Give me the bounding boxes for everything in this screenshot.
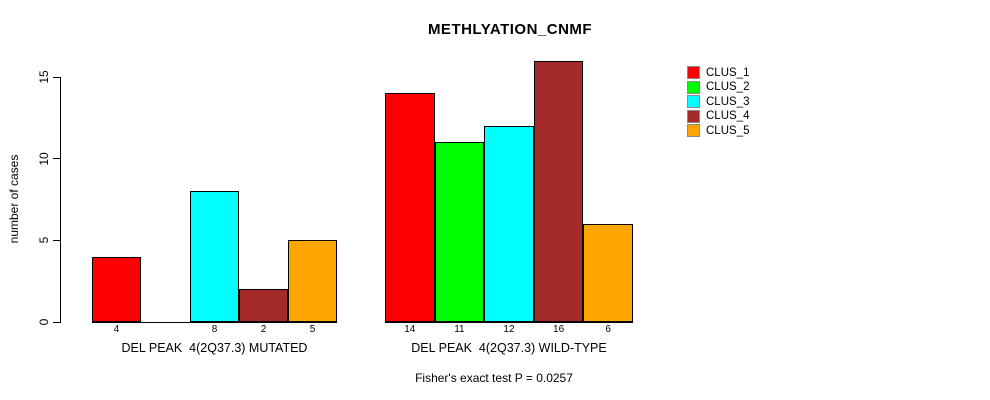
- group-label-1: DEL PEAK 4(2Q37.3) MUTATED: [121, 341, 308, 355]
- legend-label: CLUS_2: [706, 81, 750, 93]
- bar-value-label: 4: [113, 324, 120, 335]
- bar-value-label: 11: [454, 324, 465, 335]
- bar-clus_5-group1: [288, 240, 337, 322]
- bar-clus_3-group1: [190, 191, 239, 322]
- bar-clus_1-group1: [92, 256, 141, 322]
- bar-value-label: 8: [211, 324, 218, 335]
- bar-value-label: 2: [260, 324, 267, 335]
- legend-swatch-icon: [687, 66, 700, 79]
- y-axis-tick: [53, 239, 61, 241]
- legend-swatch-icon: [687, 80, 700, 94]
- legend-label: CLUS_4: [706, 110, 750, 122]
- y-axis-tick-label: 5: [37, 236, 51, 244]
- legend-item-clus_3: CLUS_3: [687, 95, 749, 108]
- legend-item-clus_2: CLUS_2: [687, 80, 750, 94]
- x-axis-baseline: [92, 322, 337, 323]
- bar-value-label: 14: [404, 324, 416, 335]
- legend-swatch-icon: [687, 124, 700, 137]
- legend-item-clus_1: CLUS_1: [687, 66, 749, 79]
- legend-swatch-icon: [687, 109, 700, 123]
- legend-item-clus_4: CLUS_4: [687, 109, 750, 123]
- chart-title: METHLYATION_CNMF: [427, 21, 593, 38]
- bar-clus_4-group1: [239, 289, 288, 322]
- legend-label: CLUS_1: [706, 66, 750, 79]
- bar-clus_3-group2: [484, 126, 534, 322]
- legend-swatch-icon: [687, 95, 700, 108]
- legend-label: CLUS_5: [706, 124, 750, 137]
- bar-clus_4-group2: [533, 60, 584, 322]
- legend-label: CLUS_3: [706, 95, 750, 108]
- x-axis-baseline: [385, 322, 633, 323]
- bar-clus_1-group2: [385, 93, 435, 322]
- legend-item-clus_5: CLUS_5: [687, 124, 749, 137]
- y-axis-tick-label: 15: [37, 70, 51, 84]
- bar-value-label: 12: [503, 324, 515, 335]
- fisher-test-annotation: Fisher's exact test P = 0.0257: [415, 371, 573, 385]
- bar-value-label: 6: [605, 324, 611, 335]
- y-axis-tick: [53, 158, 61, 160]
- bar-value-label: 5: [309, 324, 316, 335]
- y-axis-tick: [53, 76, 61, 78]
- group-label-2: DEL PEAK 4(2Q37.3) WILD-TYPE: [411, 341, 607, 355]
- y-axis-tick-label: 10: [37, 151, 51, 166]
- bar-clus_5-group2: [583, 224, 633, 322]
- y-axis-title: number of cases: [7, 154, 21, 244]
- bar-clus_2-group2: [434, 142, 485, 322]
- y-axis-tick-label: 0: [37, 318, 51, 326]
- bar-value-label: 16: [553, 324, 565, 335]
- y-axis-line: [60, 77, 61, 323]
- y-axis-tick: [53, 321, 61, 323]
